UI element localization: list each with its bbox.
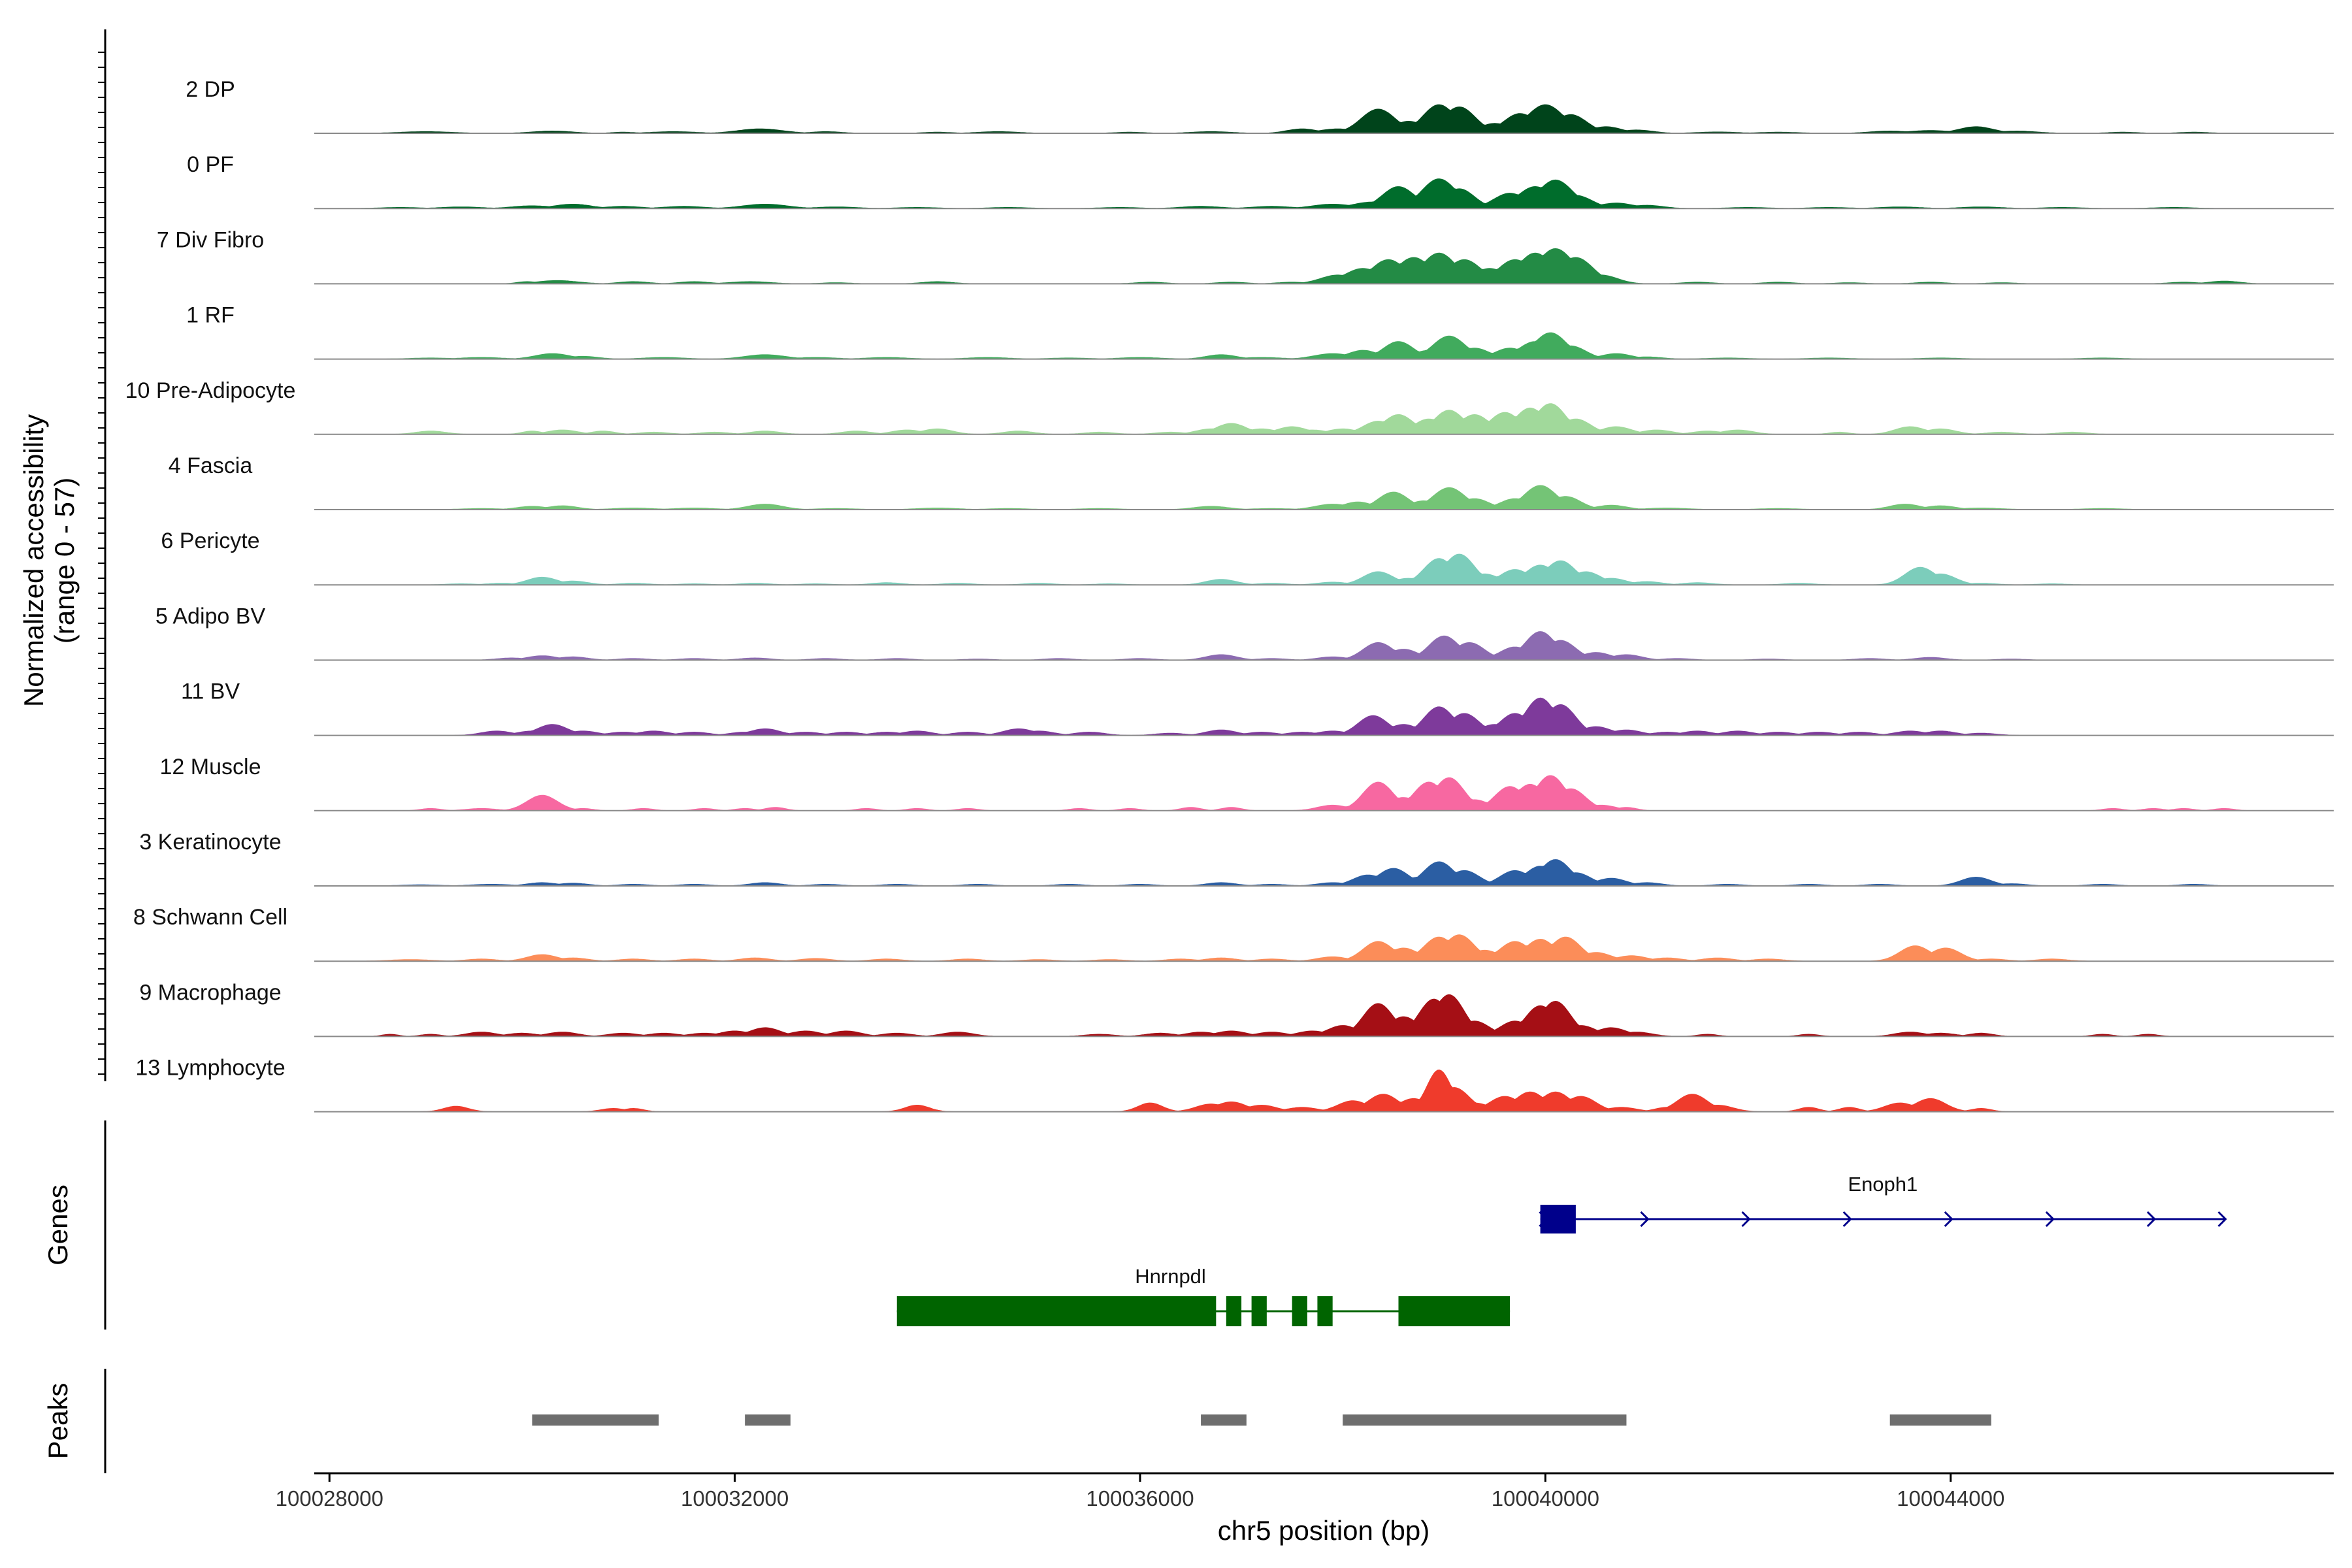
track-label: 8 Schwann Cell xyxy=(133,905,287,930)
coverage-area xyxy=(314,697,2334,736)
strand-arrow xyxy=(1539,1211,1548,1228)
track-label: 12 Muscle xyxy=(160,755,261,779)
track-label: 13 Lymphocyte xyxy=(135,1056,285,1081)
strand-arrow xyxy=(2217,1211,2227,1228)
gene-name: Hnrnpdl xyxy=(1135,1265,1206,1288)
track-label: 7 Div Fibro xyxy=(157,227,264,252)
gene-exon xyxy=(1398,1296,1511,1326)
strand-arrow xyxy=(1842,1211,1852,1228)
track-label: 11 BV xyxy=(181,679,240,704)
x-tick-label: 100044000 xyxy=(1897,1486,2004,1511)
coverage-track: 4 Fascia xyxy=(169,453,2334,510)
coverage-track: 0 PF xyxy=(187,152,2334,210)
coverage-track: 8 Schwann Cell xyxy=(133,905,2334,962)
track-label: 5 Adipo BV xyxy=(155,604,266,629)
coverage-area xyxy=(314,248,2334,284)
gene-name: Enoph1 xyxy=(1848,1173,1918,1196)
gene-exon xyxy=(1226,1296,1242,1326)
gene-exon xyxy=(1292,1296,1307,1326)
track-label: 0 PF xyxy=(187,152,234,177)
peak-region xyxy=(1201,1414,1247,1426)
strand-arrow xyxy=(1640,1211,1650,1228)
gene: Enoph1 xyxy=(1539,1173,2227,1233)
coverage-track: 5 Adipo BV xyxy=(155,604,2334,661)
coverage-track: 12 Muscle xyxy=(160,755,2334,811)
x-tick-label: 100032000 xyxy=(681,1486,789,1511)
coverage-area xyxy=(314,178,2334,209)
strand-arrow xyxy=(2146,1211,2157,1228)
track-label: 10 Pre-Adipocyte xyxy=(125,378,296,403)
gene: Hnrnpdl xyxy=(896,1265,1511,1326)
peak-region xyxy=(745,1414,791,1426)
coverage-area xyxy=(314,1070,2334,1113)
peak-region xyxy=(1343,1414,1627,1426)
strand-arrow xyxy=(1944,1211,1953,1228)
genes-track: Enoph1 Hnrnpdl xyxy=(896,1173,2227,1326)
x-axis-title: chr5 position (bp) xyxy=(1218,1515,1430,1546)
coverage-area xyxy=(314,934,2334,962)
track-label: 9 Macrophage xyxy=(139,980,281,1005)
strand-arrow xyxy=(1741,1211,1751,1228)
peak-region xyxy=(532,1414,659,1426)
coverage-area xyxy=(314,859,2334,887)
coverage-track: 7 Div Fibro xyxy=(157,227,2334,285)
y-axis-title-line1: Normalized accessibility xyxy=(18,414,49,707)
track-label: 3 Keratinocyte xyxy=(139,830,281,855)
x-axis-ticks: 100028000 100032000 100036000 100040000 1000… xyxy=(276,1473,2004,1511)
x-tick-label: 100040000 xyxy=(1492,1486,1599,1511)
x-tick-label: 100036000 xyxy=(1086,1486,1194,1511)
gene-exon xyxy=(896,1296,1217,1326)
coverage-track: 11 BV xyxy=(181,679,2334,736)
coverage-area xyxy=(314,994,2334,1037)
coverage-track: 9 Macrophage xyxy=(139,980,2334,1037)
track-label: 2 DP xyxy=(186,77,235,102)
y-axis-title-line2: (range 0 - 57) xyxy=(49,478,80,644)
track-label: 6 Pericyte xyxy=(161,529,259,553)
gene-exon xyxy=(1317,1296,1333,1326)
accessibility-y-axis xyxy=(98,29,106,1081)
coverage-track: 3 Keratinocyte xyxy=(139,830,2334,887)
track-label: 4 Fascia xyxy=(169,453,253,478)
coverage-track: 10 Pre-Adipocyte xyxy=(125,378,2334,435)
track-label: 1 RF xyxy=(186,303,235,328)
coverage-area xyxy=(314,403,2334,435)
coverage-area xyxy=(314,631,2334,661)
coverage-track: 1 RF xyxy=(186,303,2334,360)
x-tick-label: 100028000 xyxy=(276,1486,384,1511)
coverage-track: 13 Lymphocyte xyxy=(135,1056,2334,1113)
gene-exon xyxy=(1251,1296,1267,1326)
coverage-area xyxy=(314,553,2334,585)
genes-panel-title: Genes xyxy=(42,1184,73,1266)
coverage-tracks: 2 DP 0 PF 7 Div Fibro 1 RF 10 Pre-Adipocyte 4… xyxy=(125,77,2334,1113)
strand-arrow xyxy=(2045,1211,2055,1228)
peak-region xyxy=(1889,1414,1991,1426)
coverage-track: 6 Pericyte xyxy=(161,529,2334,586)
coverage-area xyxy=(314,485,2334,510)
coverage-area xyxy=(314,104,2334,134)
peaks-panel-title: Peaks xyxy=(42,1383,73,1460)
peaks-track xyxy=(532,1414,1991,1426)
coverage-track: 2 DP xyxy=(186,77,2334,134)
